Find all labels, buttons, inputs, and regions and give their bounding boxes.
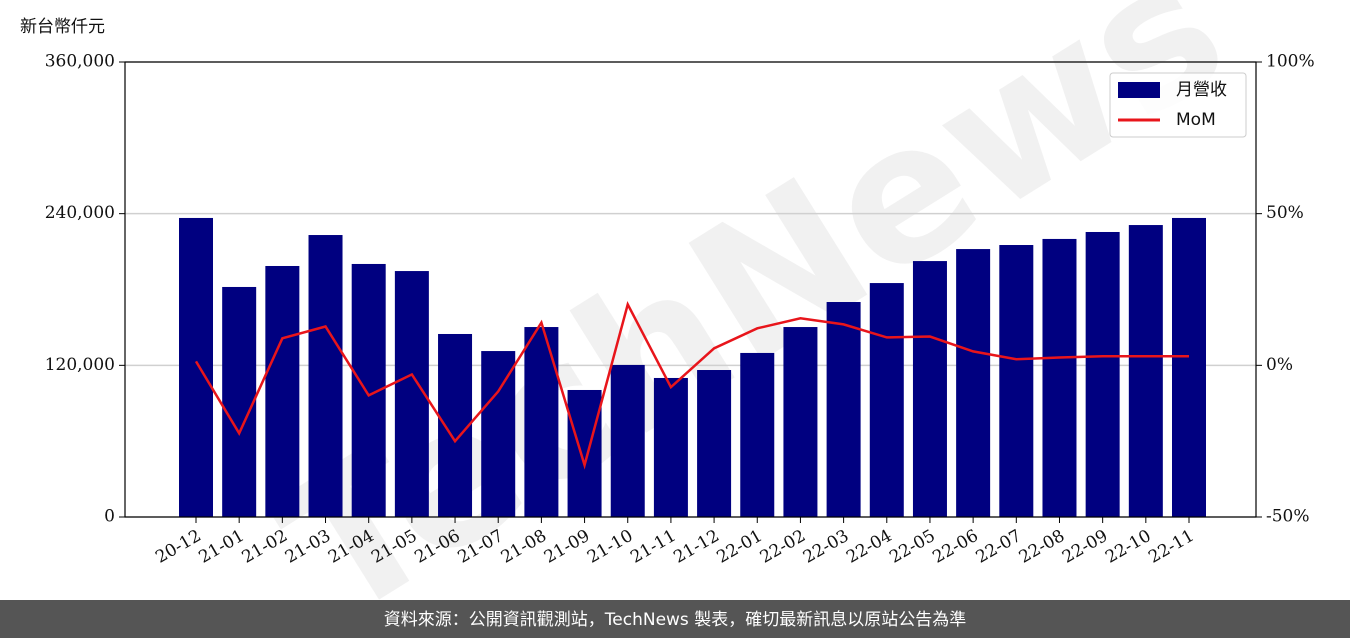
x-tick-label: 21-01 xyxy=(195,526,247,568)
bar xyxy=(438,333,473,517)
x-tick-label: 21-11 xyxy=(627,526,679,568)
bar xyxy=(1042,238,1077,517)
y-tick-label: 240,000 xyxy=(45,203,115,223)
x-tick-label: 22-09 xyxy=(1059,526,1111,568)
bar xyxy=(308,235,343,518)
y-tick-label: 360,000 xyxy=(45,52,115,72)
bar xyxy=(222,286,257,517)
bar xyxy=(912,261,947,517)
x-tick-label: 22-01 xyxy=(714,526,766,568)
bar xyxy=(265,265,300,517)
bar xyxy=(179,217,213,518)
bar xyxy=(610,364,645,517)
bar xyxy=(697,370,732,517)
x-tick-label: 20-12 xyxy=(152,526,204,568)
x-tick-label: 22-04 xyxy=(843,526,895,568)
bar xyxy=(481,351,516,517)
y2-tick-label: 50% xyxy=(1266,203,1304,223)
bar xyxy=(740,352,775,517)
y-tick-label: 120,000 xyxy=(45,355,115,375)
bar xyxy=(1128,225,1163,517)
plot-frame xyxy=(124,61,1257,518)
footer xyxy=(0,600,1350,638)
bar xyxy=(826,302,861,517)
bar xyxy=(567,389,602,517)
y2-tick-label: 100% xyxy=(1266,52,1315,72)
bar xyxy=(1085,231,1120,518)
legend-label: 月營收 xyxy=(1176,80,1227,100)
bar xyxy=(956,249,991,518)
source-note: 資料來源：公開資訊觀測站，TechNews 製表，確切最新訊息以原站公告為準 xyxy=(384,610,966,630)
x-tick-label: 22-11 xyxy=(1145,526,1197,568)
x-tick-label: 22-03 xyxy=(800,526,852,568)
y2-tick-label: 0% xyxy=(1266,355,1293,375)
x-tick-label: 22-07 xyxy=(973,526,1025,568)
y2-tick-label: -50% xyxy=(1266,507,1310,527)
line xyxy=(194,300,1189,470)
x-tick-label: 21-12 xyxy=(670,526,722,568)
x-tick-label: 21-02 xyxy=(239,526,291,568)
bar xyxy=(1172,217,1206,518)
bar xyxy=(999,245,1034,517)
x-tick-label: 22-08 xyxy=(1016,526,1068,568)
bar xyxy=(869,283,904,517)
legend-swatch xyxy=(1118,82,1160,98)
x-tick-label: 21-10 xyxy=(584,526,636,568)
legend-label: MoM xyxy=(1176,110,1216,130)
y-axis-label: 新台幣仟元 xyxy=(20,17,105,37)
x-tick-label: 22-02 xyxy=(757,526,809,568)
x-tick-label: 22-05 xyxy=(886,526,938,568)
x-tick-label: 22-10 xyxy=(1102,526,1154,568)
x-tick-label: 22-06 xyxy=(929,526,981,568)
bar xyxy=(653,377,688,517)
bar xyxy=(524,327,559,517)
y-tick-label: 0 xyxy=(104,507,115,527)
bar xyxy=(783,327,818,517)
